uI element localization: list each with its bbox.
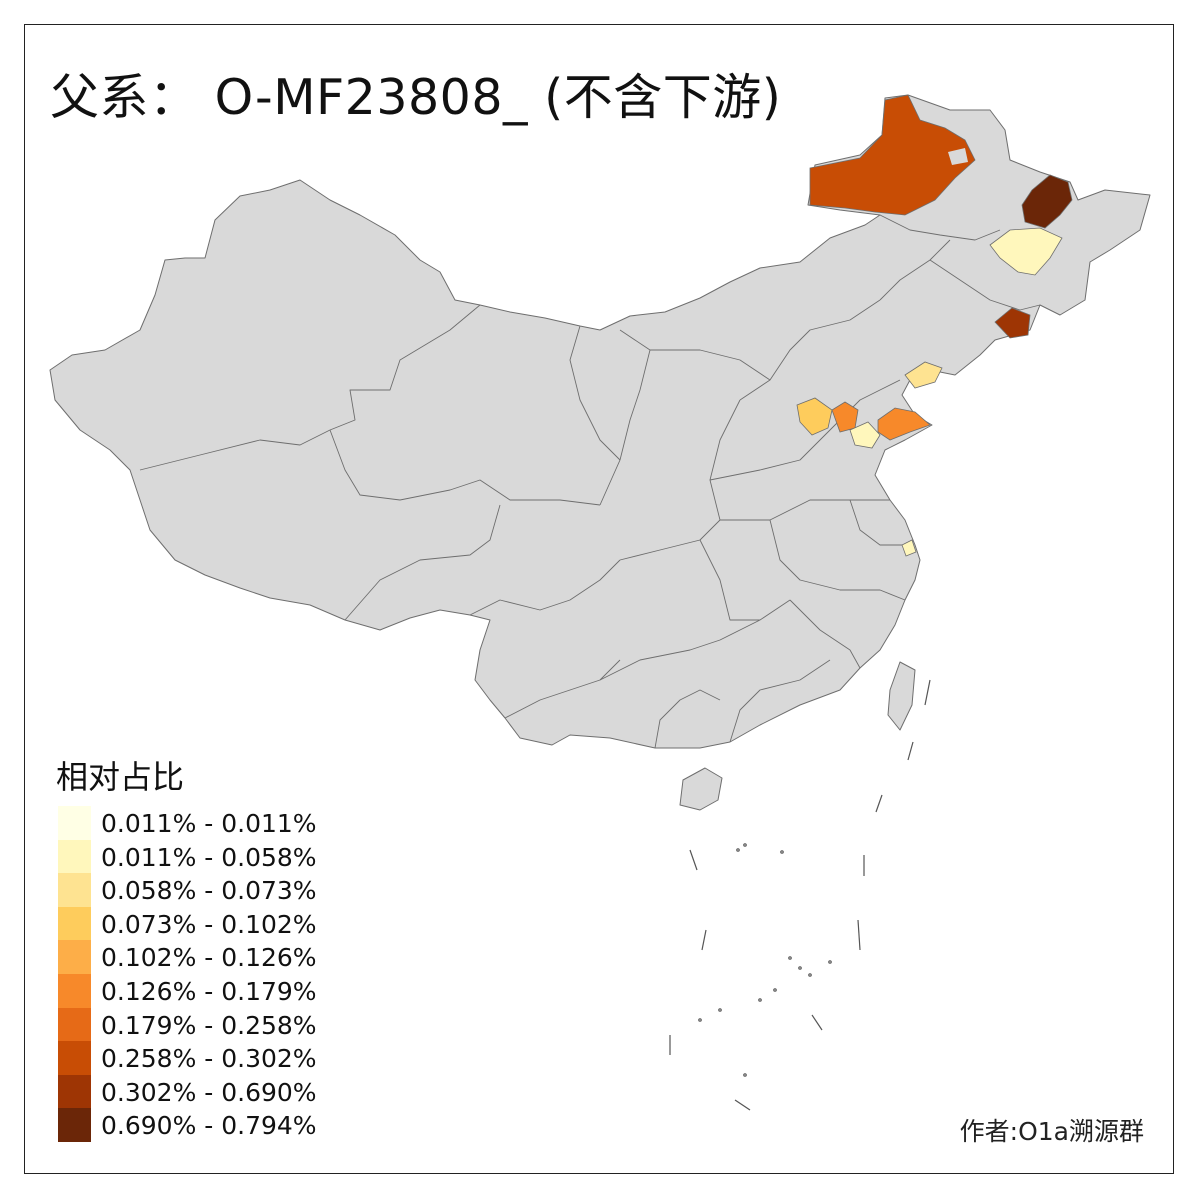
legend-label: 0.302% - 0.690%	[101, 1077, 317, 1107]
hainan-island	[679, 767, 723, 811]
author-credit: 作者:O1a溯源群	[959, 1117, 1144, 1146]
region-hulunbuir-hole	[948, 148, 968, 165]
legend-swatch	[58, 1007, 91, 1042]
region-shandong-mid	[849, 421, 881, 449]
legend-label: 0.126% - 0.179%	[101, 976, 317, 1006]
region-shandong-west-2	[831, 401, 859, 433]
legend-swatch	[58, 873, 91, 907]
legend-label: 0.102% - 0.126%	[101, 943, 317, 973]
region-shandong-east	[877, 407, 931, 441]
mainland-china	[49, 94, 1151, 749]
taiwan-island	[887, 661, 916, 731]
legend-swatch	[58, 973, 91, 1008]
region-jilin	[994, 307, 1031, 339]
region-heilongjiang-north	[1021, 174, 1073, 229]
region-shandong-west-1	[796, 397, 833, 436]
map-title: 父系： O-MF23808_ (不含下游)	[50, 69, 782, 126]
legend-label: 0.179% - 0.258%	[101, 1010, 317, 1040]
legend-label: 0.011% - 0.058%	[101, 842, 317, 872]
legend-label: 0.073% - 0.102%	[101, 909, 317, 939]
legend-label: 0.058% - 0.073%	[101, 876, 317, 906]
legend-swatch	[58, 1074, 91, 1109]
south-sea-islands	[669, 679, 931, 1111]
region-hulunbuir	[809, 94, 976, 216]
legend-swatch	[58, 940, 91, 974]
region-heilongjiang-south	[989, 227, 1063, 276]
region-liaoning	[904, 361, 943, 389]
legend-swatch	[58, 1041, 91, 1075]
legend-swatch	[58, 806, 91, 840]
legend-label: 0.690% - 0.794%	[101, 1111, 317, 1141]
legend-label: 0.258% - 0.302%	[101, 1044, 317, 1074]
legend-swatch	[58, 839, 91, 874]
legend-swatch	[58, 1108, 91, 1142]
region-shanghai	[901, 539, 917, 557]
legend-swatch	[58, 906, 91, 941]
legend-label: 0.011% - 0.011%	[101, 809, 317, 838]
legend-title: 相对占比	[56, 758, 185, 796]
